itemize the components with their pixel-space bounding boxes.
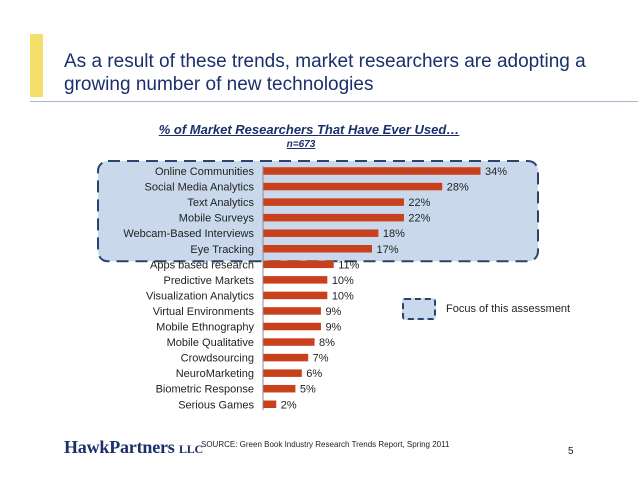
data-label: 10% [332, 290, 354, 302]
data-label: 9% [325, 306, 341, 318]
bar [263, 291, 328, 300]
title-divider [30, 101, 638, 102]
bar [263, 213, 404, 222]
data-label: 7% [313, 353, 329, 365]
data-label: 5% [300, 384, 316, 396]
bar [263, 307, 321, 315]
data-label: 17% [377, 244, 399, 256]
data-label: 18% [383, 228, 405, 240]
category-label: Mobile Qualitative [167, 337, 254, 349]
bar [263, 182, 443, 191]
bar [263, 276, 328, 284]
data-label: 11% [338, 259, 359, 271]
data-label: 22% [408, 197, 430, 209]
category-label: NeuroMarketing [176, 368, 254, 380]
data-label: 2% [281, 399, 297, 411]
bar [263, 400, 277, 408]
chart-title: % of Market Researchers That Have Ever U… [158, 122, 460, 137]
page-number: 5 [568, 446, 574, 457]
category-label: Webcam-Based Interviews [123, 228, 254, 240]
chart-subtitle: n=673 [286, 139, 316, 150]
data-label: 10% [332, 275, 354, 287]
bar [263, 369, 302, 377]
data-label: 6% [306, 368, 322, 380]
data-label: 8% [319, 337, 335, 349]
title-accent-bar [30, 34, 43, 97]
category-label: Biometric Response [156, 384, 254, 396]
bar [263, 167, 481, 175]
category-label: Visualization Analytics [146, 290, 255, 302]
logo-suffix: LLC [178, 442, 203, 456]
category-label: Online Communities [155, 166, 255, 178]
bar [263, 322, 321, 331]
logo-name: HawkPartners [64, 437, 175, 457]
bar [263, 198, 404, 206]
data-label: 22% [408, 213, 430, 225]
bar [263, 384, 296, 393]
bar [263, 353, 309, 362]
category-label: Apps based research [150, 259, 254, 271]
bar [263, 229, 379, 237]
category-label: Mobile Ethnography [156, 322, 254, 334]
category-label: Virtual Environments [153, 306, 255, 318]
bar [263, 245, 372, 253]
bar [263, 260, 334, 269]
legend-label: Focus of this assessment [446, 303, 571, 315]
slide-title: As a result of these trends, market rese… [64, 51, 586, 95]
category-label: Eye Tracking [190, 244, 254, 256]
category-label: Predictive Markets [164, 275, 255, 287]
category-label: Mobile Surveys [179, 213, 255, 225]
source-note: SOURCE: Green Book Industry Research Tre… [201, 440, 450, 449]
category-label: Serious Games [178, 399, 254, 411]
category-label: Social Media Analytics [145, 182, 255, 194]
data-label: 34% [485, 166, 507, 178]
bar [263, 338, 315, 346]
category-label: Text Analytics [187, 197, 254, 209]
company-logo: HawkPartners LLC [64, 437, 203, 458]
legend-swatch [402, 298, 436, 320]
category-label: Crowdsourcing [181, 353, 254, 365]
data-label: 28% [447, 182, 469, 194]
data-label: 9% [325, 322, 341, 334]
